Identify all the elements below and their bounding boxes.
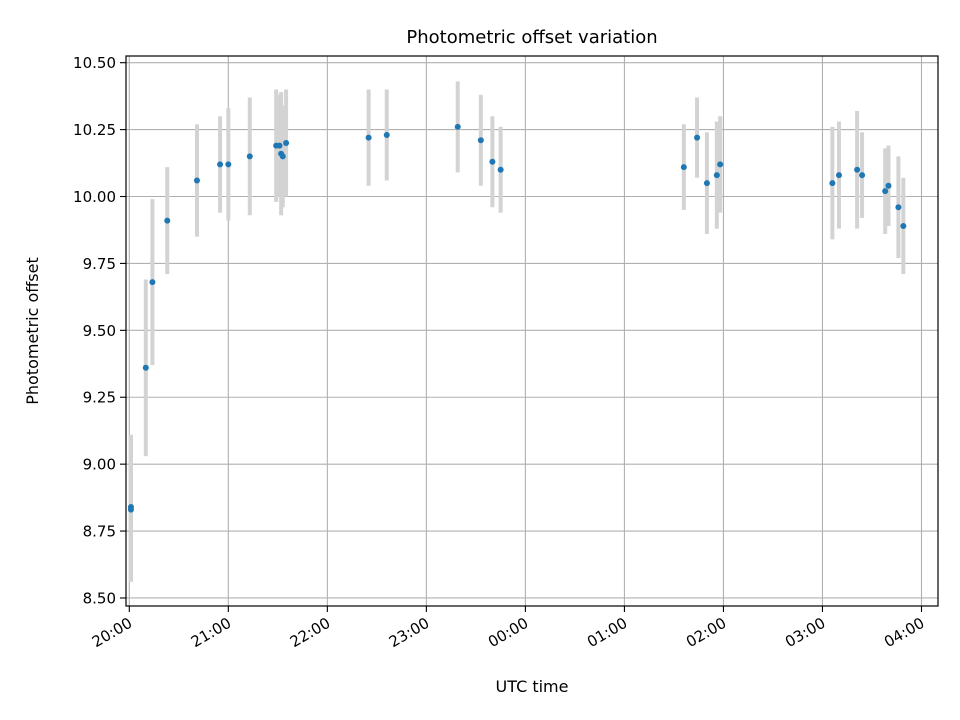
- data-point: [895, 204, 902, 211]
- data-point: [383, 131, 390, 138]
- data-point: [829, 180, 836, 187]
- grid-lines: [126, 56, 938, 606]
- y-tick-label: 9.75: [83, 255, 116, 273]
- data-point: [365, 134, 372, 141]
- y-tick-label: 9.25: [83, 389, 116, 407]
- y-tick-label: 9.50: [83, 322, 116, 340]
- data-point: [497, 166, 504, 173]
- data-point: [283, 139, 290, 146]
- data-point: [127, 506, 134, 513]
- data-point: [149, 279, 156, 286]
- data-point: [454, 123, 461, 130]
- y-tick-label: 8.50: [83, 589, 116, 607]
- data-point: [279, 153, 286, 160]
- data-point: [477, 137, 484, 144]
- data-point: [717, 161, 724, 168]
- data-point: [217, 161, 224, 168]
- data-point: [859, 172, 866, 179]
- data-point: [882, 188, 889, 195]
- y-tick-label: 9.00: [83, 456, 116, 474]
- data-point: [164, 217, 171, 224]
- data-point: [703, 180, 710, 187]
- x-axis-label: UTC time: [496, 677, 569, 696]
- data-point: [713, 172, 720, 179]
- y-tick-label: 10.00: [73, 188, 116, 206]
- data-point: [276, 142, 283, 149]
- data-point: [225, 161, 232, 168]
- data-point: [885, 182, 892, 189]
- data-point: [835, 172, 842, 179]
- data-point: [694, 134, 701, 141]
- y-axis-label: Photometric offset: [23, 257, 42, 405]
- y-tick-label: 8.75: [83, 523, 116, 541]
- y-tick-label: 10.25: [73, 121, 116, 139]
- data-point: [193, 177, 200, 184]
- data-point: [680, 164, 687, 171]
- data-point: [489, 158, 496, 165]
- chart-title: Photometric offset variation: [406, 27, 657, 48]
- data-point: [246, 153, 253, 160]
- data-point: [854, 166, 861, 173]
- plot-frame: [125, 55, 939, 607]
- y-tick-label: 10.50: [73, 54, 116, 72]
- y-axis-ticks: 8.50 8.75 9.00 9.25 9.50 9.75 10.00 10.25 10.50: [73, 54, 126, 607]
- data-point: [900, 222, 907, 229]
- data-point: [142, 364, 149, 371]
- data-points: [127, 123, 907, 513]
